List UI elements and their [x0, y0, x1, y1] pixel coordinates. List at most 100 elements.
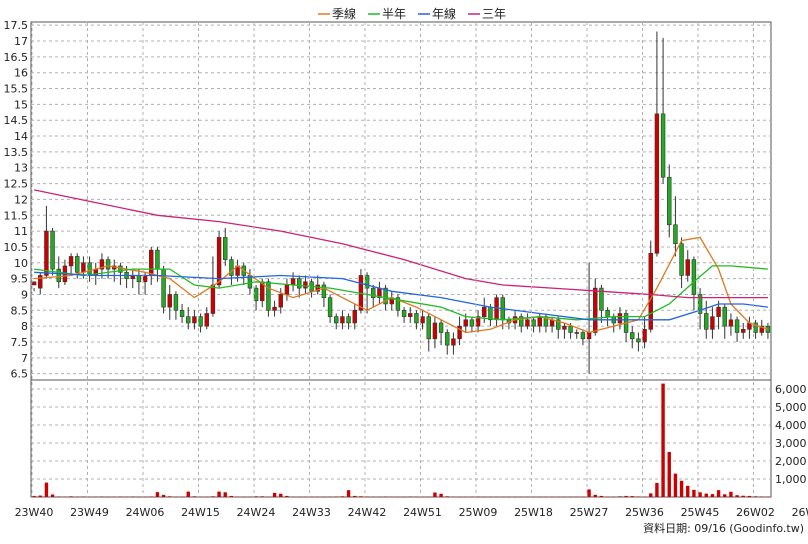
candle-body: [99, 259, 105, 270]
candle-body: [87, 262, 92, 276]
candle-body: [216, 237, 222, 286]
candle-body: [75, 256, 80, 273]
price-tick-label: 14.5: [4, 114, 29, 127]
volume-bar: [260, 496, 264, 497]
candle-body: [630, 332, 635, 340]
volume-bar: [402, 496, 406, 498]
volume-bar: [760, 496, 764, 497]
volume-bar: [396, 496, 400, 498]
volume-bar: [365, 496, 369, 497]
volume-bar: [562, 496, 567, 498]
volume-bar: [507, 496, 511, 498]
candle-body: [420, 316, 425, 324]
volume-bar: [161, 494, 166, 497]
volume-bar: [427, 496, 431, 498]
candle-body: [118, 265, 123, 273]
volume-bar: [618, 496, 622, 497]
price-tick-label: 9.5: [11, 273, 29, 286]
volume-bar: [377, 496, 382, 498]
volume-bar: [679, 480, 684, 497]
candle-body: [654, 113, 660, 254]
price-tick-label: 11.5: [4, 209, 29, 222]
candle-body: [395, 297, 401, 311]
candle-body: [482, 306, 487, 317]
candle-body: [636, 338, 641, 343]
volume-bar: [143, 496, 147, 498]
footer-date-label: 資料日期: 09/16: [643, 521, 726, 535]
volume-bar: [94, 496, 98, 498]
x-tick-label: 25W36: [625, 506, 664, 519]
volume-bar: [433, 492, 437, 497]
volume-bar: [242, 496, 246, 498]
volume-bar: [192, 496, 197, 497]
candle-body: [580, 332, 586, 340]
volume-bar: [451, 496, 456, 498]
price-tick-label: 7.5: [11, 336, 29, 349]
candle-body: [105, 259, 111, 270]
price-tick-label: 17.5: [4, 19, 29, 32]
volume-bar: [322, 496, 326, 498]
volume-bar: [291, 496, 295, 498]
volume-bar: [723, 494, 727, 497]
volume-bar: [155, 492, 160, 497]
volume-tick-label: 1,000: [775, 473, 807, 486]
volume-bar: [340, 496, 345, 497]
candle-body: [223, 237, 228, 260]
candle-body: [574, 332, 579, 334]
candle-body: [173, 294, 179, 311]
volume-bar: [285, 495, 289, 497]
volume-bar: [266, 496, 271, 498]
volume-bar: [445, 496, 449, 497]
volume-bar: [704, 493, 708, 497]
candle-body: [179, 310, 185, 317]
volume-bar: [297, 496, 301, 498]
candle-body: [161, 268, 166, 308]
volume-bar: [568, 496, 573, 498]
volume-bar: [642, 496, 647, 498]
volume-bar: [538, 496, 542, 498]
candle-body: [605, 310, 610, 317]
candle-body: [679, 243, 684, 276]
volume-bar: [667, 452, 671, 497]
price-tick-label: 14: [14, 130, 28, 143]
volume-bar: [137, 496, 141, 498]
volume-bar: [303, 496, 308, 498]
volume-bar: [383, 496, 388, 497]
price-tick-label: 13: [14, 162, 28, 175]
candle-body: [568, 325, 573, 333]
volume-bar: [575, 496, 579, 498]
volume-bar: [470, 496, 474, 498]
volume-bar: [272, 492, 277, 497]
volume-bar: [735, 495, 739, 497]
price-tick-label: 8.5: [11, 304, 29, 317]
price-tick-label: 8: [21, 320, 28, 333]
volume-bar: [168, 496, 172, 497]
price-tick-label: 12.5: [4, 178, 29, 191]
candle-body: [438, 322, 444, 333]
candle-body: [364, 275, 370, 289]
x-tick-label: 24W06: [126, 506, 165, 519]
volume-bar: [353, 495, 357, 497]
volume-bar: [753, 496, 758, 497]
volume-bar: [716, 490, 721, 497]
volume-bar: [112, 496, 116, 498]
price-tick-label: 6.5: [11, 368, 29, 381]
volume-bar: [673, 473, 678, 497]
candle-body: [167, 294, 172, 308]
volume-tick-label: 4,000: [775, 419, 807, 432]
candle-body: [371, 287, 376, 298]
volume-bar: [482, 496, 486, 498]
candle-body: [272, 306, 277, 311]
volume-bar: [118, 496, 123, 497]
volume-bar: [223, 492, 227, 497]
candle-body: [278, 294, 283, 308]
candle-body: [340, 316, 345, 324]
candle-body: [457, 325, 462, 340]
candle-body: [50, 230, 55, 270]
volume-bar: [556, 496, 560, 498]
candle-body: [408, 313, 413, 317]
x-tick-label: 25W09: [459, 506, 498, 519]
legend-label: 年線: [432, 6, 456, 21]
candle-body: [31, 281, 37, 286]
volume-bar: [488, 496, 493, 498]
